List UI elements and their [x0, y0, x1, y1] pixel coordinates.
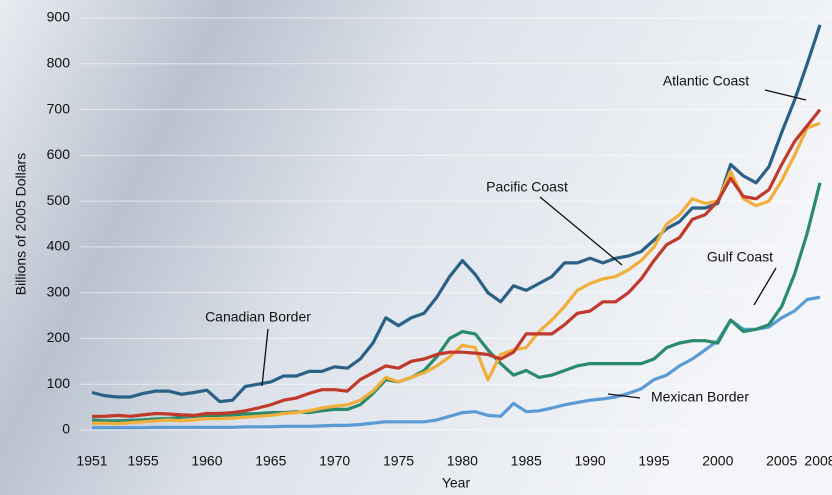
- x-tick-label: 1980: [447, 453, 478, 469]
- x-tick-label: 1990: [575, 453, 606, 469]
- series-label: Atlantic Coast: [663, 73, 749, 89]
- y-tick-label: 0: [62, 421, 70, 437]
- series-label: Pacific Coast: [486, 179, 568, 195]
- leader-line: [607, 393, 641, 399]
- y-axis-label: Billions of 2005 Dollars: [13, 153, 29, 295]
- x-tick-label: 1965: [255, 453, 286, 469]
- leader-line: [539, 196, 623, 266]
- leader-line: [261, 328, 269, 387]
- series-line: [91, 24, 822, 404]
- y-tick-label: 100: [47, 375, 71, 391]
- y-tick-label: 500: [47, 192, 71, 208]
- x-tick-label: 2005: [766, 453, 797, 469]
- x-tick-label: 1951: [76, 453, 107, 469]
- x-tick-label: 1960: [191, 453, 222, 469]
- x-tick-label: 1995: [638, 453, 669, 469]
- series-line: [92, 295, 821, 430]
- series-label: Mexican Border: [651, 389, 749, 405]
- y-tick-label: 900: [47, 9, 71, 25]
- x-tick-label: 1970: [319, 453, 350, 469]
- y-tick-label: 400: [47, 238, 71, 254]
- leader-line: [753, 267, 777, 306]
- x-axis-label: Year: [442, 475, 471, 491]
- series-line: [92, 108, 822, 418]
- x-tick-label: 2000: [702, 453, 733, 469]
- y-tick-label: 800: [47, 54, 71, 70]
- x-tick-label: 2008: [804, 453, 832, 469]
- y-tick-label: 700: [47, 100, 71, 116]
- series-label: Gulf Coast: [707, 249, 773, 265]
- series-label: Canadian Border: [205, 309, 311, 325]
- y-tick-label: 200: [47, 329, 71, 345]
- x-tick-label: 1975: [383, 453, 414, 469]
- y-tick-label: 600: [47, 146, 71, 162]
- series-line: [91, 182, 822, 423]
- x-tick-label: 1985: [511, 453, 542, 469]
- leader-line: [764, 89, 807, 101]
- x-tick-label: 1955: [128, 453, 159, 469]
- y-tick-label: 300: [47, 283, 71, 299]
